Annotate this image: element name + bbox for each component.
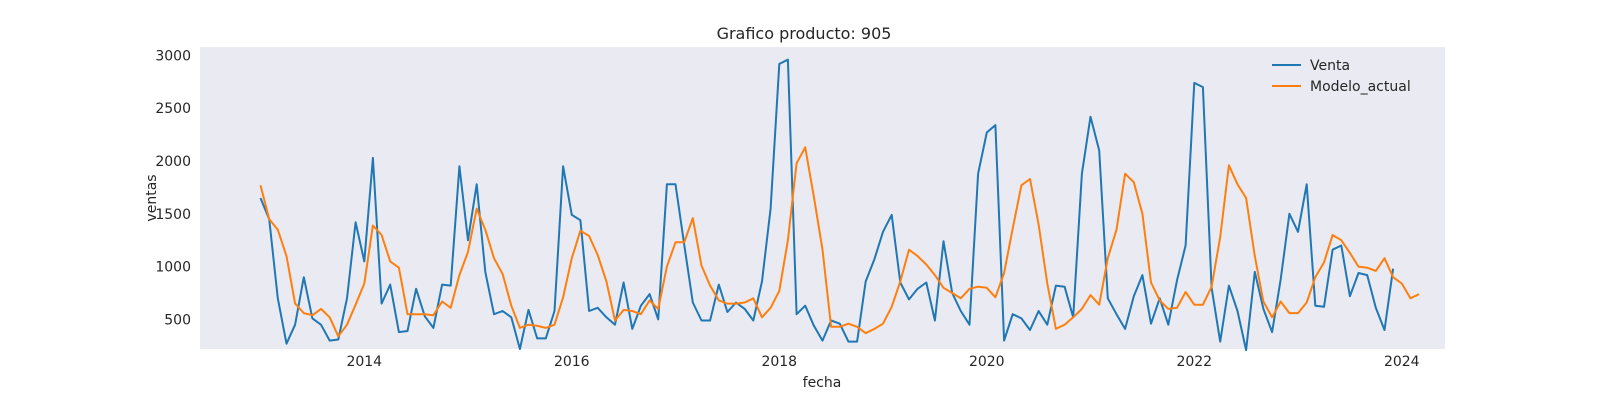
- y-tick-label: 500: [164, 312, 191, 328]
- x-tick-label: 2020: [969, 354, 1005, 370]
- x-tick-label: 2024: [1384, 354, 1420, 370]
- y-tick-label: 3000: [155, 48, 191, 64]
- x-tick-label: 2016: [554, 354, 590, 370]
- legend-label: Modelo_actual: [1310, 79, 1411, 95]
- chart-title: Grafico producto: 905: [717, 24, 892, 43]
- y-tick-label: 2500: [155, 101, 191, 117]
- y-tick-label: 2000: [155, 154, 191, 170]
- series-layer: [259, 58, 1420, 352]
- series-line-modelo-actual: [259, 146, 1420, 338]
- legend: Venta Modelo_actual: [1272, 58, 1411, 95]
- series-line-venta: [259, 58, 1395, 352]
- x-tick-label: 2014: [346, 354, 382, 370]
- plot-area: [200, 47, 1445, 349]
- x-tick-label: 2018: [761, 354, 797, 370]
- y-tick-label: 1500: [155, 207, 191, 223]
- y-tick-label: 1000: [155, 260, 191, 276]
- legend-label: Venta: [1310, 58, 1350, 74]
- y-axis-label: ventas: [144, 174, 160, 221]
- x-axis-ticks: 2014 2016 2018 2020 2022 2024: [346, 354, 1419, 370]
- x-axis-label: fecha: [803, 375, 842, 391]
- y-axis-ticks: 500 1000 1500 2000 2500 3000: [155, 48, 191, 328]
- x-tick-label: 2022: [1176, 354, 1212, 370]
